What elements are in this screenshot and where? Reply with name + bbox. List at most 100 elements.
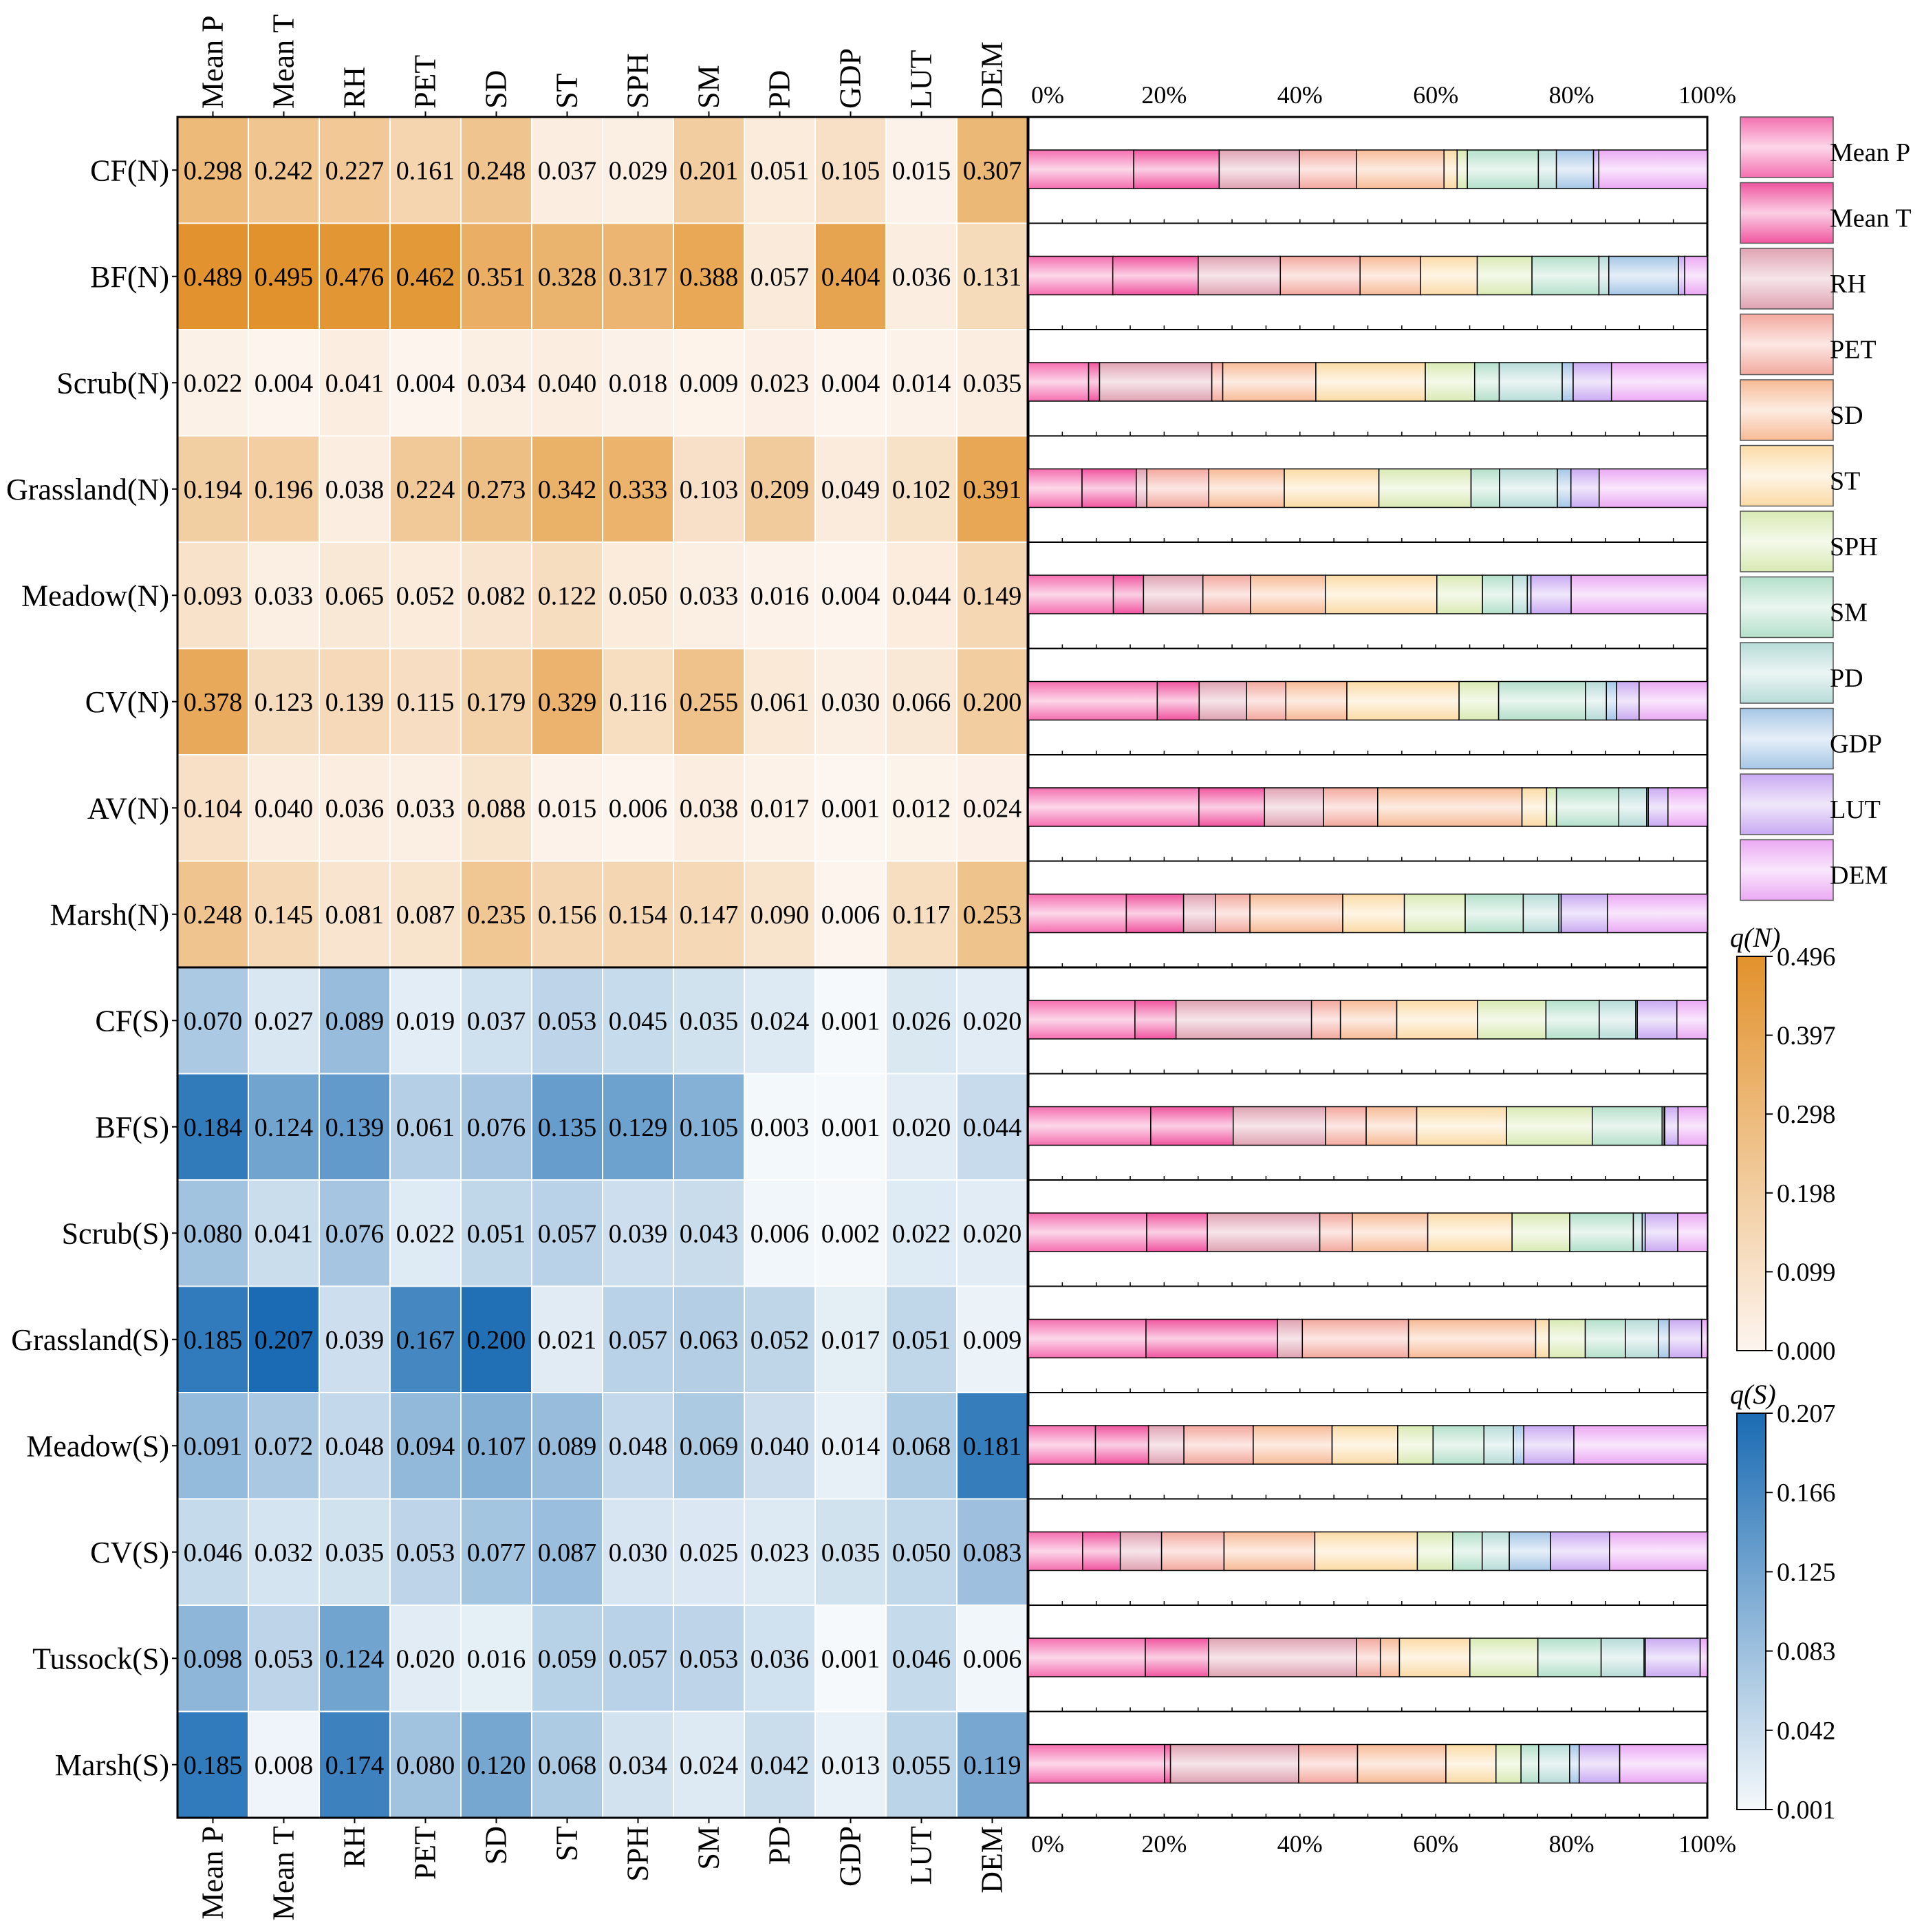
bar-segment	[1249, 893, 1343, 934]
south-cell	[531, 967, 603, 1075]
north-cell-value: 0.034	[467, 369, 526, 398]
south-cell	[602, 967, 674, 1075]
bar-segment	[1498, 362, 1563, 402]
bar-segment	[1119, 1531, 1163, 1571]
north-cell	[814, 860, 887, 968]
bar-segment	[1598, 149, 1708, 189]
north-cell-value: 0.115	[396, 688, 454, 717]
bar-segment	[1356, 1743, 1447, 1784]
south-cell-value: 0.008	[255, 1751, 314, 1780]
row-label: Grassland(S)	[11, 1323, 169, 1357]
south-cell	[602, 1710, 674, 1818]
column-label-top: PD	[763, 70, 797, 109]
row-label: Marsh(S)	[55, 1748, 169, 1782]
south-cell	[177, 967, 249, 1075]
bar-segment	[1470, 468, 1500, 508]
bar-segment	[1112, 255, 1199, 296]
bar-segment	[1537, 149, 1557, 189]
bar-segment	[1427, 1212, 1513, 1252]
north-cell-value: 0.378	[184, 688, 243, 717]
bar-segment	[1610, 362, 1708, 402]
column-label-bottom: GDP	[834, 1826, 867, 1887]
north-cell-value: 0.235	[467, 901, 526, 930]
south-cell-value: 0.200	[467, 1326, 526, 1355]
north-cell	[814, 754, 887, 862]
south-cell	[956, 1392, 1028, 1500]
bar-segment	[1570, 575, 1708, 614]
south-cell	[602, 1285, 674, 1393]
legend-label: RH	[1830, 270, 1866, 299]
north-cell	[177, 541, 249, 650]
bar-segment	[1483, 1425, 1514, 1465]
north-cell	[744, 222, 816, 330]
bar-segment	[1028, 1000, 1136, 1040]
column-label-bottom: SM	[692, 1826, 726, 1870]
bar-segment	[1522, 893, 1559, 934]
north-cell	[389, 860, 462, 968]
bar-segment	[1223, 1531, 1316, 1571]
south-cell-value: 0.061	[396, 1113, 455, 1142]
bar-segment	[1560, 893, 1608, 934]
bar-segment	[1145, 1318, 1279, 1359]
north-cell	[885, 754, 958, 862]
south-cell	[248, 1073, 320, 1181]
south-cell-value: 0.022	[892, 1219, 951, 1248]
bar-segment	[1481, 1531, 1510, 1571]
north-cell	[885, 222, 958, 330]
colorbar-north: q(N)0.496 0.397 0.298 0.198 0.099 0.000	[1730, 922, 1836, 1366]
south-cell-value: 0.041	[255, 1219, 314, 1248]
bar-segment	[1146, 468, 1209, 508]
north-cell-value: 0.061	[750, 688, 810, 717]
north-cell-value: 0.298	[184, 156, 243, 185]
north-cell	[814, 435, 887, 543]
bar-segment	[1700, 1318, 1708, 1359]
south-cell-value: 0.051	[892, 1326, 951, 1355]
south-cell-value: 0.020	[963, 1219, 1022, 1248]
south-cell-value: 0.068	[892, 1432, 951, 1461]
colorbar-tick-label: 0.125	[1777, 1558, 1836, 1587]
bar-segment	[1208, 468, 1285, 508]
bar-segment	[1482, 575, 1513, 614]
south-cell-value: 0.040	[750, 1432, 810, 1461]
south-cell-value: 0.024	[750, 1007, 810, 1035]
north-cell-value: 0.001	[821, 794, 880, 823]
column-label-bottom: LUT	[905, 1826, 938, 1885]
north-cell-value: 0.102	[892, 475, 951, 504]
north-cell	[177, 647, 249, 755]
south-cell-value: 0.014	[821, 1432, 880, 1461]
bar-segment	[1324, 575, 1438, 614]
south-cell-value: 0.077	[467, 1538, 526, 1567]
bar-segment	[1573, 1425, 1708, 1465]
legend-swatch	[1740, 116, 1834, 178]
south-cell-value: 0.039	[325, 1326, 385, 1355]
north-cell	[318, 541, 391, 650]
x-tick-label-top: 0%	[1031, 81, 1064, 109]
north-cell	[248, 116, 320, 224]
bar-segment	[1346, 680, 1460, 721]
bar-segment	[1222, 362, 1317, 402]
north-cell	[956, 116, 1028, 224]
south-cell	[602, 1073, 674, 1181]
legend-label: LUT	[1830, 795, 1881, 824]
colorbar-south: q(S)0.207 0.166 0.125 0.083 0.042 0.001	[1730, 1379, 1836, 1825]
column-label-bottom: Mean T	[267, 1826, 301, 1920]
bar-segment	[1555, 787, 1620, 827]
north-cell	[814, 116, 887, 224]
bar-segment	[1028, 1318, 1147, 1359]
south-cell-value: 0.124	[255, 1113, 314, 1142]
legend-label: PD	[1830, 664, 1863, 693]
north-cell-value: 0.116	[609, 688, 667, 717]
north-cell	[531, 435, 603, 543]
bar-segment	[1315, 362, 1426, 402]
south-cell	[389, 1073, 462, 1181]
south-cell	[956, 1073, 1028, 1181]
south-cell-value: 0.023	[750, 1538, 810, 1567]
south-cell-value: 0.072	[255, 1432, 314, 1461]
bar-segment	[1538, 1743, 1570, 1784]
south-cell-value: 0.053	[680, 1644, 739, 1673]
north-cell-value: 0.307	[963, 156, 1022, 185]
north-cell-value: 0.161	[396, 156, 455, 185]
bar-segment	[1644, 1212, 1678, 1252]
south-cell	[460, 1392, 532, 1500]
x-tick-label-bottom: 60%	[1413, 1830, 1458, 1858]
